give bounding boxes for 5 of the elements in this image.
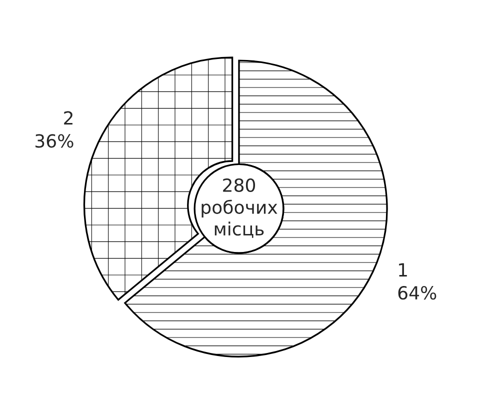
text: 280 робочих місць: [202, 178, 278, 238]
slice-label: 1: [399, 263, 407, 276]
slice-label: 2: [64, 111, 72, 125]
data-label: 36%: [36, 134, 74, 148]
data-label: 64%: [398, 286, 436, 300]
